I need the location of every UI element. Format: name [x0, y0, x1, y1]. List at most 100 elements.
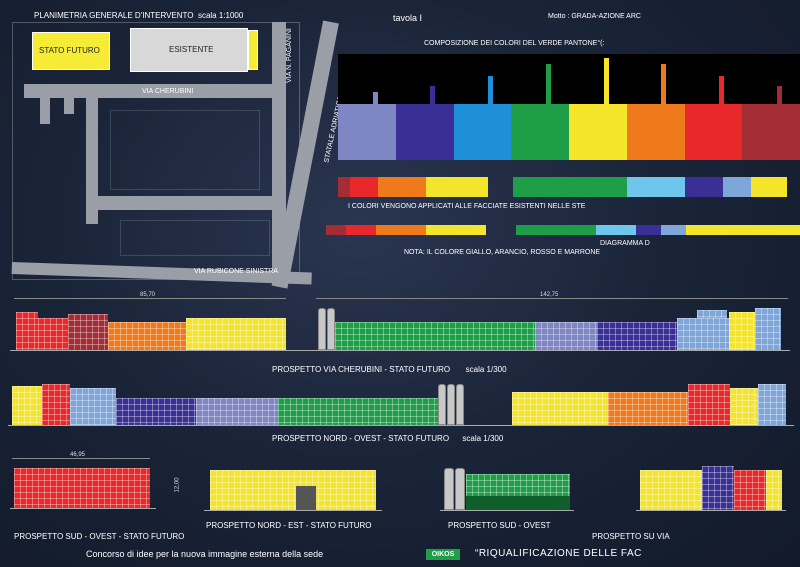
palette-swatch: [626, 104, 685, 160]
palette-marker: [661, 64, 667, 104]
facade-block: [758, 384, 786, 425]
dimension-line-3: [12, 458, 150, 459]
palette-swatch: [511, 104, 570, 160]
facade-block: [335, 322, 535, 350]
ground-line-6: [636, 510, 786, 511]
palette-marker: [603, 58, 609, 104]
facade-block: [697, 310, 727, 318]
road-spur-1: [40, 84, 50, 124]
motto-label: Motto : GRADA-AZIONE ARC: [548, 13, 641, 20]
silo: [447, 384, 455, 425]
oikos-logo: OIKOS: [426, 549, 460, 560]
dimension-label-3: 46,95: [70, 452, 86, 458]
facade-block: [466, 496, 570, 510]
facade-block: [755, 308, 781, 350]
facade-block: [210, 470, 376, 510]
facade-block: [688, 384, 730, 425]
caption-sud-ovest-future: PROSPETTO SUD - OVEST - STATO FUTURO: [14, 532, 185, 541]
facade-block: [16, 312, 38, 350]
legend-existing-label: ESISTENTE: [169, 45, 214, 54]
facade-block: [729, 312, 755, 350]
color-strip-2-end: [686, 225, 800, 235]
facade-block: [38, 318, 68, 350]
caption-nord-est: PROSPETTO NORD - EST - STATO FUTURO: [206, 521, 372, 530]
ground-line-4: [204, 510, 382, 511]
facade-block: [608, 392, 688, 425]
palette-swatch: [684, 104, 743, 160]
legend-future-strip: [248, 30, 258, 70]
facade-block: [186, 318, 286, 350]
dimension-label-4: 12,00: [174, 477, 181, 493]
dimension-line-2: [316, 298, 788, 299]
street-label-paganini: VIA N. PAGANINI: [285, 28, 293, 83]
road-paganini: [272, 22, 286, 280]
dimension-line-1: [14, 298, 286, 299]
facade-block: [14, 468, 150, 508]
palette-bars: [338, 104, 800, 160]
silo: [444, 468, 454, 510]
facade-block: [512, 392, 608, 425]
palette-note-colors: NOTA: IL COLORE GIALLO, ARANCIO, ROSSO E…: [404, 249, 601, 256]
palette-title: COMPOSIZIONE DEI COLORI DEL VERDE PANTON…: [424, 40, 605, 47]
palette-swatch: [338, 104, 396, 160]
plot-outline: [110, 110, 260, 190]
facade-block: [730, 388, 758, 425]
ground-line-3: [10, 508, 156, 509]
color-strip-2: [326, 225, 686, 235]
facade-block: [734, 470, 766, 510]
caption-su-via: PROSPETTO SU VIA: [592, 532, 670, 541]
palette-marker: [372, 92, 378, 104]
palette-marker: [545, 64, 551, 104]
facade-block: [677, 318, 729, 350]
palette-swatch: [453, 104, 512, 160]
ground-line-5: [440, 510, 574, 511]
footer-contest: Concorso di idee per la nuova immagine e…: [86, 549, 324, 559]
facade-block: [12, 386, 42, 425]
facade-block: [766, 470, 782, 510]
palette-marker: [719, 76, 725, 104]
legend-existing-swatch: ESISTENTE: [130, 28, 248, 72]
palette-note-applied: I COLORI VENGONO APPLICATI ALLE FACCIATE…: [348, 203, 586, 210]
palette-diagram-label: DIAGRAMMA D: [600, 240, 650, 247]
legend-future-swatch: STATO FUTURO: [32, 32, 110, 70]
palette-swatch: [742, 104, 800, 160]
palette-swatch: [395, 104, 454, 160]
plan-title: PLANIMETRIA GENERALE D'INTERVENTO scala …: [34, 11, 244, 20]
facade-block: [42, 384, 70, 425]
plot-outline-south: [120, 220, 270, 256]
elevation-nord-ovest-caption: PROSPETTO NORD - OVEST - STATO FUTURO sc…: [272, 434, 504, 443]
ground-line-2: [8, 425, 794, 426]
palette-swatch: [569, 104, 627, 160]
street-label-cherubini: VIA CHERUBINI: [142, 88, 194, 95]
palette-marker-band: [338, 54, 800, 104]
palette-marker: [488, 76, 494, 104]
legend-future-label: STATO FUTURO: [39, 46, 100, 55]
road-spur-2: [64, 84, 74, 114]
door: [296, 486, 316, 510]
street-label-rubicone: VIA RUBICONE SINISTRA: [194, 268, 279, 275]
road-inner-south: [86, 196, 274, 210]
road-inner-west: [86, 84, 98, 224]
facade-block: [278, 398, 438, 425]
palette-marker: [776, 86, 782, 104]
dimension-label-1: 85,70: [140, 292, 156, 298]
dimension-label-2: 142,75: [540, 292, 559, 298]
silo: [327, 308, 335, 350]
silo: [455, 468, 465, 510]
silo: [318, 308, 326, 350]
silo: [456, 384, 464, 425]
facade-block: [535, 322, 597, 350]
facade-block: [640, 470, 670, 510]
facade-block: [196, 398, 278, 425]
caption-sud-ovest: PROSPETTO SUD - OVEST: [448, 521, 551, 530]
silo: [438, 384, 446, 425]
facade-block: [108, 322, 186, 350]
palette-marker: [430, 86, 436, 104]
color-strip-1: [338, 177, 800, 197]
facade-block: [670, 470, 702, 510]
facade-block: [597, 322, 677, 350]
facade-block: [116, 398, 196, 425]
facade-block: [70, 388, 116, 425]
ground-line-1: [10, 350, 790, 351]
elevation-cherubini-caption: PROSPETTO VIA CHERUBINI - STATO FUTURO s…: [272, 365, 507, 374]
